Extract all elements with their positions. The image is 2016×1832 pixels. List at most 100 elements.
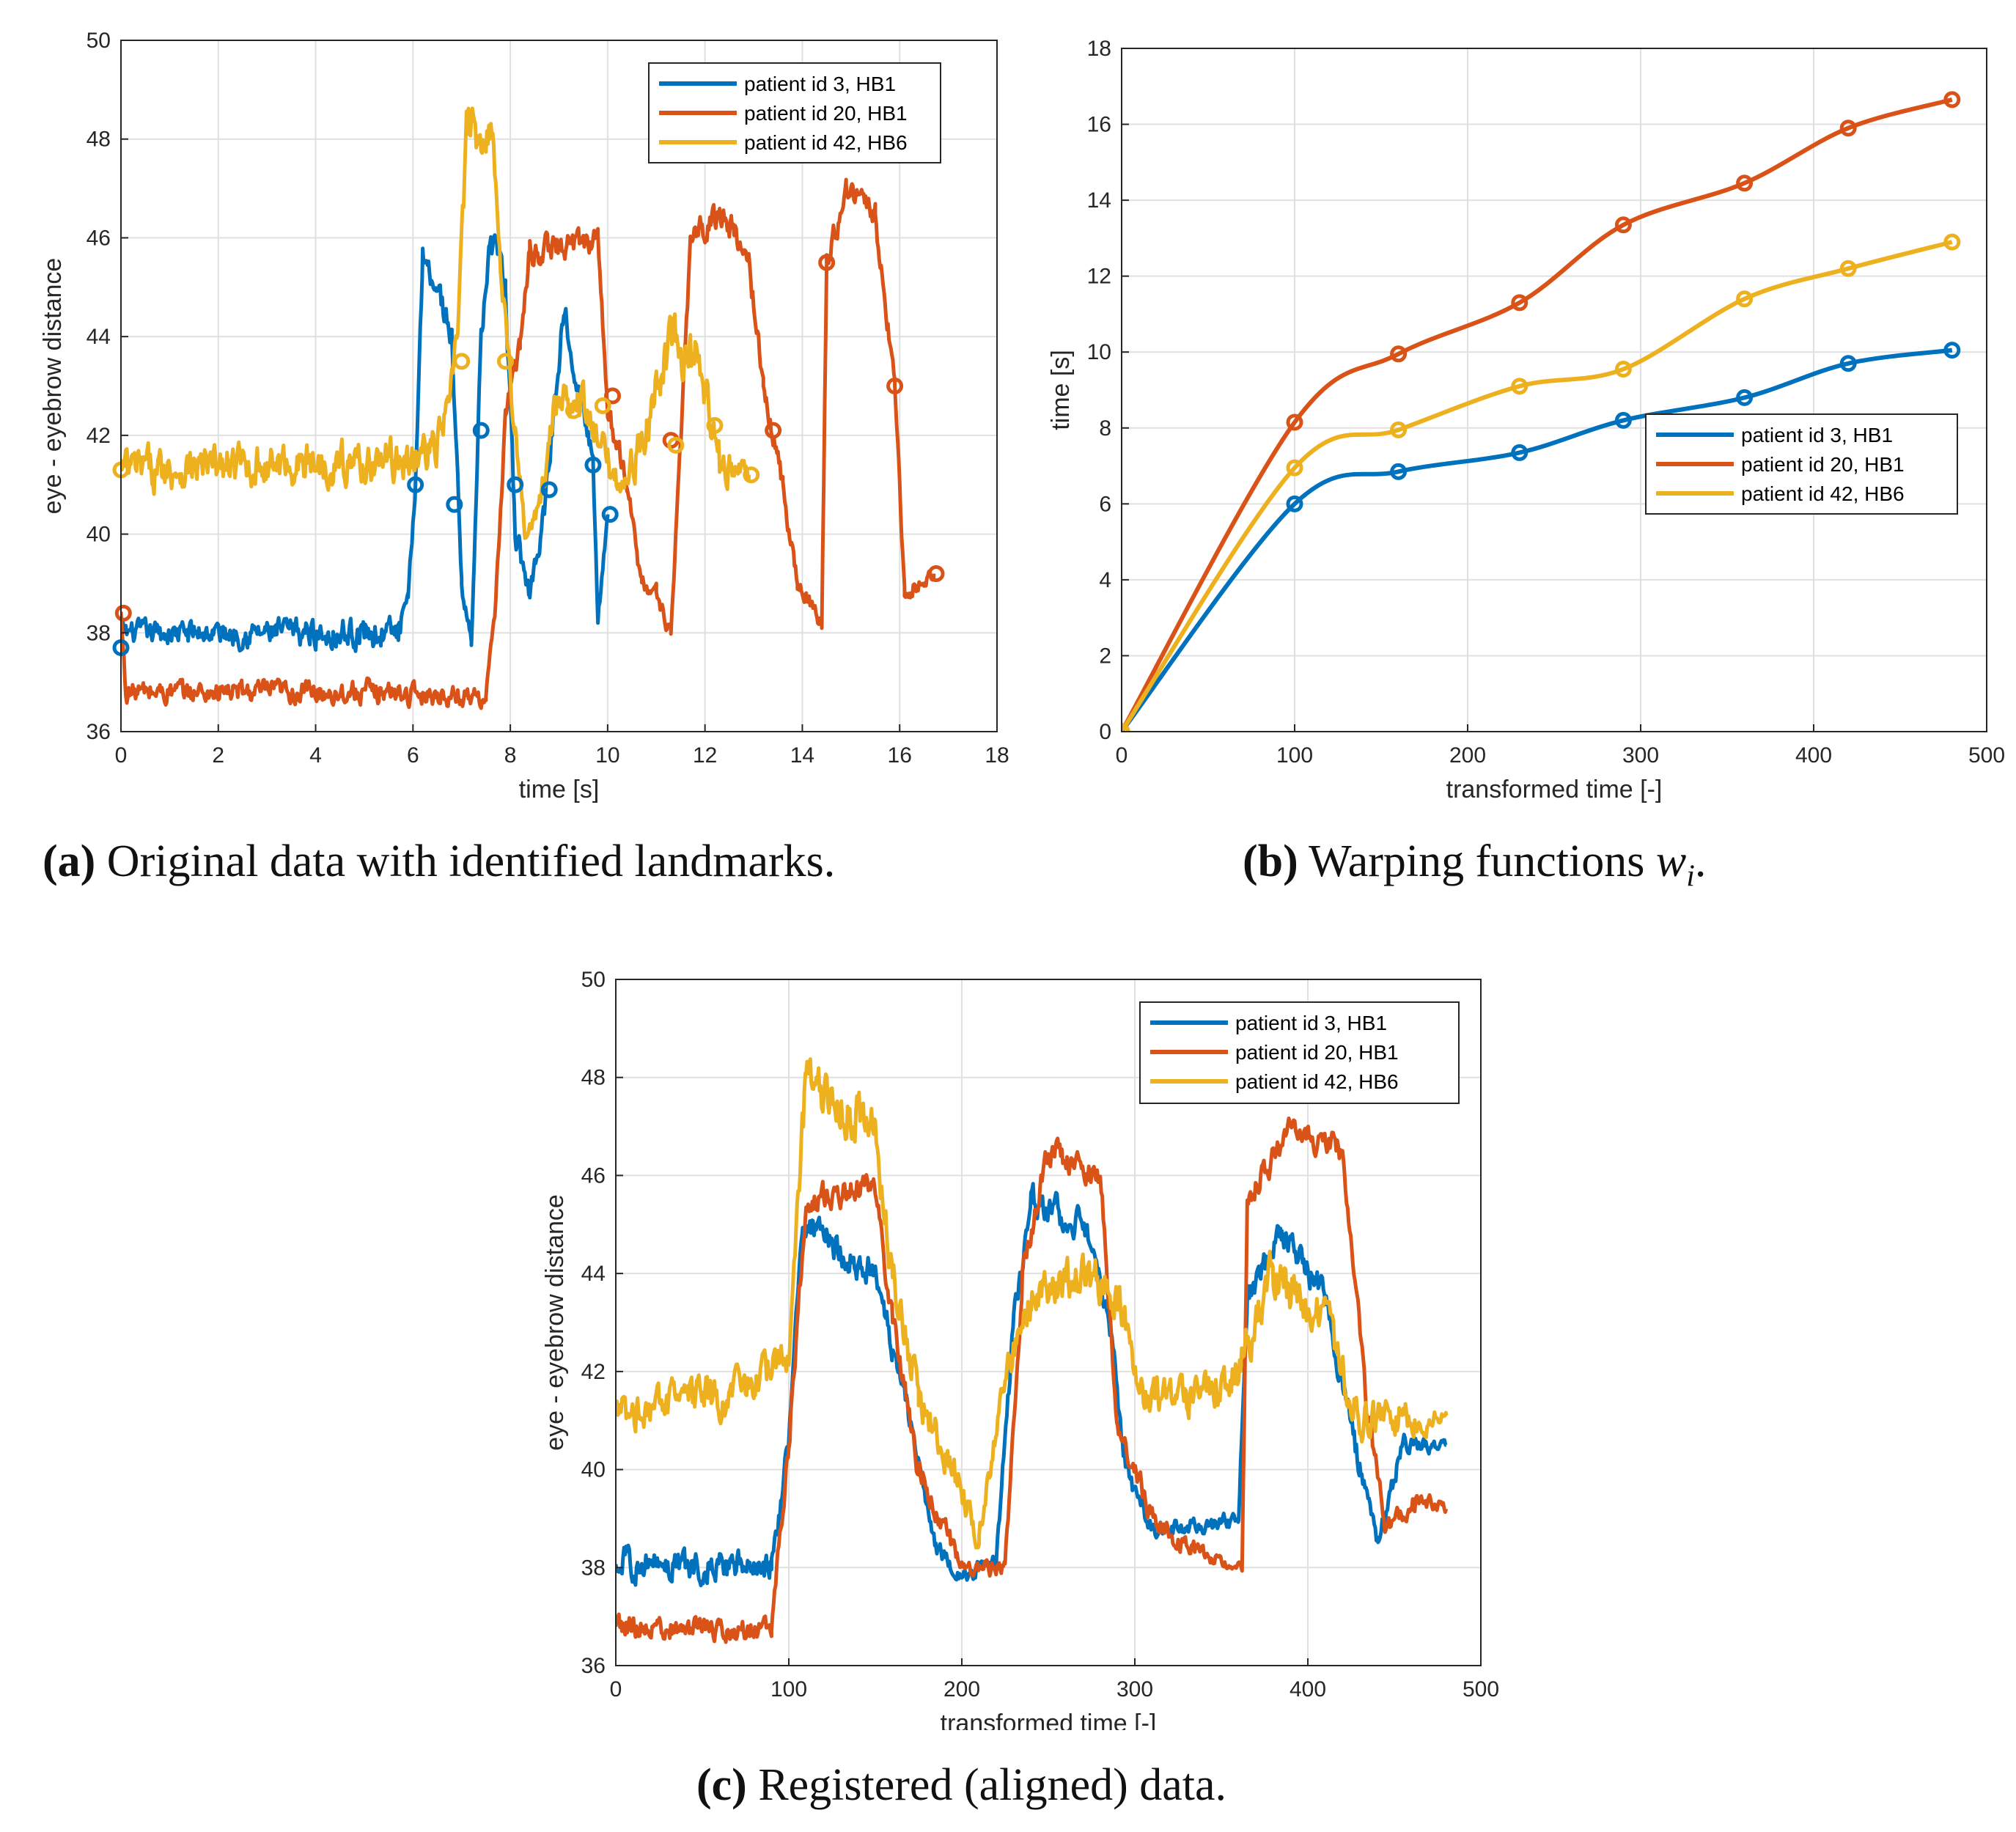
axes-box — [615, 979, 1482, 1666]
landmark-marker — [601, 506, 619, 523]
x-tick-label: 10 — [595, 743, 619, 768]
landmark-marker — [407, 476, 424, 493]
caption-c-label: (c) — [696, 1760, 747, 1810]
data-point — [1943, 342, 1961, 359]
caption-a-label: (a) — [43, 836, 96, 886]
data-point — [1943, 233, 1961, 251]
legend-label-3: patient id 42, HB6 — [1741, 482, 1905, 505]
x-tick-label: 0 — [610, 1677, 622, 1702]
x-tick-label: 500 — [1968, 743, 2005, 768]
x-axis-label: time [s] — [519, 776, 600, 803]
data-point — [1286, 495, 1303, 512]
data-point — [1839, 119, 1857, 137]
plot-area — [1122, 48, 1987, 732]
legend-label-2: patient id 20, HB1 — [1741, 453, 1905, 476]
data-point — [1390, 421, 1408, 438]
y-tick-label: 2 — [1099, 644, 1111, 668]
y-tick-label: 38 — [87, 621, 111, 645]
y-tick-label: 50 — [581, 968, 606, 992]
x-tick-label: 2 — [212, 743, 224, 768]
data-point — [1839, 355, 1857, 372]
y-tick-label: 4 — [1099, 568, 1111, 592]
data-point — [1511, 444, 1528, 461]
y-tick-label: 44 — [581, 1262, 606, 1286]
caption-b-sub: i — [1686, 859, 1695, 894]
data-point — [1286, 413, 1303, 431]
data-point — [1511, 378, 1528, 395]
y-tick-label: 48 — [87, 128, 111, 152]
x-tick-label: 300 — [1116, 1677, 1153, 1702]
caption-c: (c) Registered (aligned) data. — [696, 1759, 1226, 1811]
landmark-marker — [472, 422, 490, 439]
y-tick-label: 50 — [87, 29, 111, 53]
data-point — [1736, 290, 1754, 308]
y-axis-label: eye - eyebrow distance — [39, 258, 67, 515]
y-tick-label: 18 — [1087, 37, 1111, 61]
landmark-marker — [507, 476, 524, 493]
data-point — [1390, 345, 1408, 363]
series-line-3 — [616, 1057, 1449, 1550]
data-point — [1286, 459, 1303, 477]
x-tick-label: 0 — [1116, 743, 1128, 768]
legend: patient id 3, HB1 patient id 20, HB1 patie… — [1139, 1001, 1460, 1104]
series-line-3 — [1122, 240, 1953, 732]
legend-label-1: patient id 3, HB1 — [744, 73, 896, 95]
caption-b-text: Warping functions — [1298, 836, 1656, 886]
landmark-marker — [564, 402, 582, 419]
legend-label-1: patient id 3, HB1 — [1741, 424, 1893, 446]
legend-label-3: patient id 42, HB6 — [744, 131, 908, 154]
landmark-marker — [765, 422, 782, 439]
y-tick-label: 38 — [581, 1556, 606, 1580]
series-line-2 — [1122, 98, 1953, 732]
data-point — [1614, 361, 1632, 378]
series-line-2 — [121, 177, 936, 710]
y-tick-label: 40 — [87, 523, 111, 547]
data-point — [1614, 411, 1632, 429]
data-point — [1390, 463, 1408, 480]
chart-c: 0 100 200 300 400 500 36 38 40 42 44 46 48 50 transfor… — [541, 968, 1499, 1730]
data-point — [1839, 260, 1857, 277]
series-line-1 — [1122, 347, 1953, 732]
x-tick-label: 16 — [888, 743, 912, 768]
x-tick-label: 0 — [115, 743, 128, 768]
series-line-1 — [121, 233, 610, 653]
caption-a-text: Original data with identified landmarks. — [95, 836, 836, 886]
legend-label-3: patient id 42, HB6 — [1235, 1070, 1399, 1093]
chart-b: 0 100 200 300 400 500 0 2 4 6 8 10 12 14 16 18 transform… — [1047, 37, 2005, 803]
landmark-marker — [584, 456, 602, 474]
landmark-marker — [594, 397, 611, 414]
x-tick-label: 400 — [1795, 743, 1832, 768]
series-line-3 — [121, 106, 751, 540]
data-point — [1736, 389, 1754, 406]
landmark-marker — [743, 466, 760, 484]
landmark-marker — [667, 436, 685, 454]
y-axis-label: time [s] — [1047, 350, 1075, 430]
legend: patient id 3, HB1 patient id 20, HB1 patie… — [1645, 413, 1958, 515]
caption-b-label: (b) — [1243, 836, 1298, 886]
x-tick-label: 12 — [693, 743, 717, 768]
y-tick-label: 40 — [581, 1458, 606, 1482]
x-tick-label: 8 — [504, 743, 517, 768]
landmark-marker — [114, 604, 132, 622]
x-tick-label: 14 — [790, 743, 814, 768]
y-tick-label: 36 — [581, 1654, 606, 1678]
y-tick-label: 16 — [1087, 113, 1111, 137]
y-axis-label: eye - eyebrow distance — [541, 1194, 569, 1451]
data-point — [1614, 216, 1632, 234]
x-tick-label: 500 — [1463, 1677, 1499, 1702]
y-tick-label: 48 — [581, 1066, 606, 1090]
y-tick-label: 12 — [1087, 265, 1111, 289]
landmark-marker — [886, 378, 904, 394]
caption-b-end: . — [1694, 836, 1707, 886]
axes-box — [120, 40, 998, 732]
series-group — [1122, 91, 1961, 732]
x-tick-label: 300 — [1622, 743, 1659, 768]
series-group — [121, 106, 936, 710]
legend-label-2: patient id 20, HB1 — [1235, 1041, 1399, 1064]
caption-a: (a) Original data with identified landma… — [43, 836, 835, 888]
series-group — [616, 1057, 1449, 1644]
landmark-marker — [818, 254, 836, 271]
x-tick-label: 100 — [770, 1677, 807, 1702]
caption-c-text: Registered (aligned) data. — [746, 1760, 1226, 1810]
landmark-marker — [496, 353, 514, 370]
